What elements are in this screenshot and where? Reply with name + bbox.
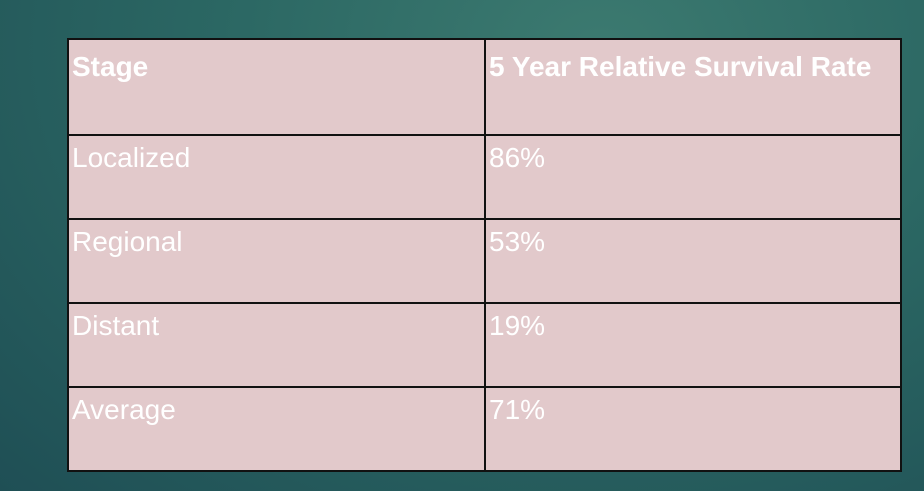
table-row: Localized 86% <box>67 134 902 220</box>
header-cell: 5 Year Relative Survival Rate <box>484 38 902 136</box>
header-cell: Stage <box>67 38 486 136</box>
cell: 53% <box>484 218 902 304</box>
table-row: Distant 19% <box>67 302 902 388</box>
header-row: Stage 5 Year Relative Survival Rate <box>67 38 902 136</box>
table-row: Average 71% <box>67 386 902 472</box>
survival-table: Stage 5 Year Relative Survival Rate Loca… <box>67 38 902 472</box>
cell: 19% <box>484 302 902 388</box>
cell: 86% <box>484 134 902 220</box>
cell: Average <box>67 386 486 472</box>
cell: Distant <box>67 302 486 388</box>
cell: Regional <box>67 218 486 304</box>
cell: 71% <box>484 386 902 472</box>
cell: Localized <box>67 134 486 220</box>
table-row: Regional 53% <box>67 218 902 304</box>
